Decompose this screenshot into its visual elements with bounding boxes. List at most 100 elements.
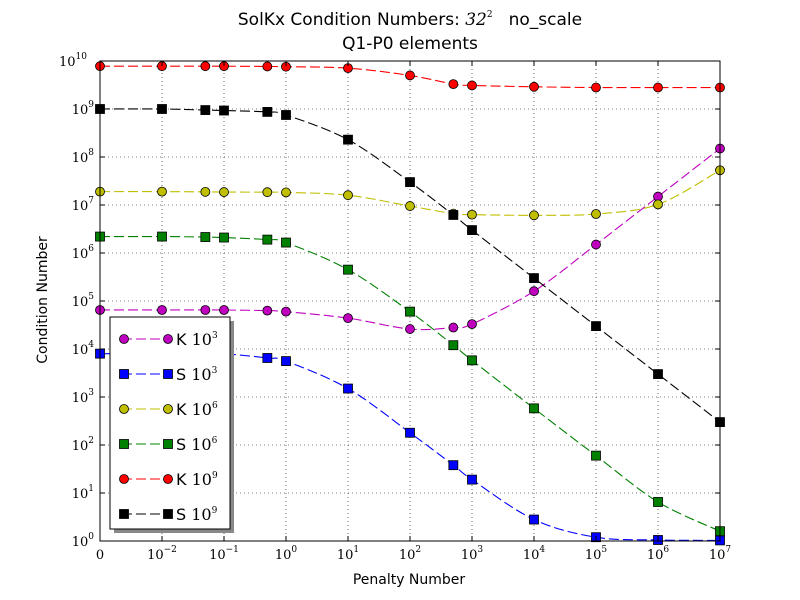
data-point — [529, 514, 539, 525]
data-point — [591, 450, 601, 461]
data-point — [405, 177, 415, 187]
data-point — [653, 199, 663, 210]
data-point — [448, 322, 459, 333]
legend-marker — [163, 404, 173, 414]
y-tick-label: 108 — [72, 148, 95, 166]
data-point — [157, 104, 167, 114]
data-point — [591, 82, 601, 93]
legend-entry: K 103 — [119, 330, 218, 349]
data-point — [653, 497, 663, 507]
data-point — [219, 232, 229, 243]
data-point — [405, 201, 415, 211]
series-3 — [95, 231, 725, 537]
data-point — [343, 190, 353, 201]
legend-marker — [163, 474, 173, 484]
data-point — [591, 239, 601, 250]
data-point — [219, 187, 229, 197]
x-tick-label: 100 — [275, 545, 298, 563]
x-tick-label: 10−2 — [147, 545, 177, 563]
x-tick-label: 101 — [337, 545, 359, 563]
legend-marker — [119, 474, 129, 484]
data-point — [448, 460, 459, 471]
data-point — [653, 82, 663, 93]
data-point — [467, 319, 477, 330]
data-point — [405, 427, 415, 438]
data-point — [448, 340, 459, 351]
data-point — [281, 237, 291, 248]
data-point — [219, 305, 229, 315]
legend-label: K 103 — [176, 330, 218, 349]
chart-title-line1: SolKx Condition Numbers: 322 no_scale — [238, 10, 582, 30]
x-tick-label: 10−1 — [209, 545, 239, 563]
legend-entry: S 106 — [119, 435, 218, 454]
legend-label: K 106 — [176, 400, 218, 419]
data-point — [262, 61, 273, 72]
data-point — [591, 321, 601, 331]
x-tick-label: 103 — [461, 545, 484, 563]
legend: K 103 S 103 K 106 S 106 K 109 S 109 — [109, 316, 234, 533]
data-point — [157, 186, 167, 197]
data-point — [200, 61, 211, 72]
legend-entry: S 109 — [119, 505, 218, 524]
y-tick-label: 1010 — [59, 52, 87, 70]
data-point — [281, 187, 291, 198]
series-2 — [95, 165, 725, 221]
data-point — [529, 286, 539, 297]
x-tick-label: 0 — [96, 548, 104, 563]
y-tick-label: 105 — [72, 292, 95, 310]
chart-title-exp: 2 — [487, 10, 493, 20]
data-point — [281, 356, 291, 366]
data-point — [262, 234, 273, 245]
legend-marker — [119, 404, 129, 414]
legend-entry: S 103 — [119, 365, 218, 384]
data-point — [343, 313, 353, 324]
data-point — [467, 474, 477, 485]
legend-marker — [163, 334, 173, 344]
data-point — [591, 209, 601, 219]
x-axis-label: Penalty Number — [353, 572, 466, 588]
data-point — [200, 305, 211, 315]
y-tick-label: 106 — [72, 244, 95, 262]
data-point — [405, 324, 415, 334]
data-point — [467, 225, 477, 235]
y-axis-label: Condition Number — [35, 236, 51, 364]
chart-title-base: 32 — [465, 10, 487, 30]
chart-title-line2: Q1-P0 elements — [342, 34, 478, 54]
y-tick-label: 102 — [72, 436, 94, 454]
data-point — [529, 210, 539, 221]
chart-title-prefix: SolKx Condition Numbers: — [238, 10, 465, 30]
x-tick-label: 102 — [399, 545, 421, 563]
legend-marker — [119, 369, 129, 379]
data-point — [281, 110, 291, 120]
data-point — [343, 383, 353, 394]
legend-marker — [119, 439, 129, 449]
data-point — [157, 305, 167, 315]
data-point — [200, 232, 211, 242]
legend-marker — [163, 369, 173, 379]
series-4 — [95, 61, 725, 93]
data-point — [343, 134, 353, 145]
legend-box — [109, 316, 231, 530]
data-point — [405, 70, 415, 81]
data-point — [467, 209, 477, 220]
data-point — [529, 403, 539, 414]
data-point — [262, 353, 273, 363]
y-tick-label: 103 — [72, 388, 95, 406]
legend-label: K 109 — [176, 470, 218, 489]
data-point — [281, 306, 291, 317]
data-point — [219, 105, 229, 116]
series-line — [99, 352, 721, 541]
data-point — [262, 305, 273, 316]
data-point — [157, 231, 167, 242]
grid-lines — [100, 61, 720, 541]
x-tick-label: 106 — [647, 545, 670, 563]
axis-ticks: 0 10−2 10−1 100 101 102 103 104 105 106 107 100 101 1… — [59, 52, 731, 563]
data-point — [467, 80, 477, 91]
legend-label: S 109 — [176, 505, 218, 524]
data-point — [405, 306, 415, 317]
data-point — [467, 355, 477, 366]
data-point — [343, 264, 353, 275]
x-tick-label: 107 — [709, 545, 732, 563]
series-0 — [95, 143, 725, 334]
